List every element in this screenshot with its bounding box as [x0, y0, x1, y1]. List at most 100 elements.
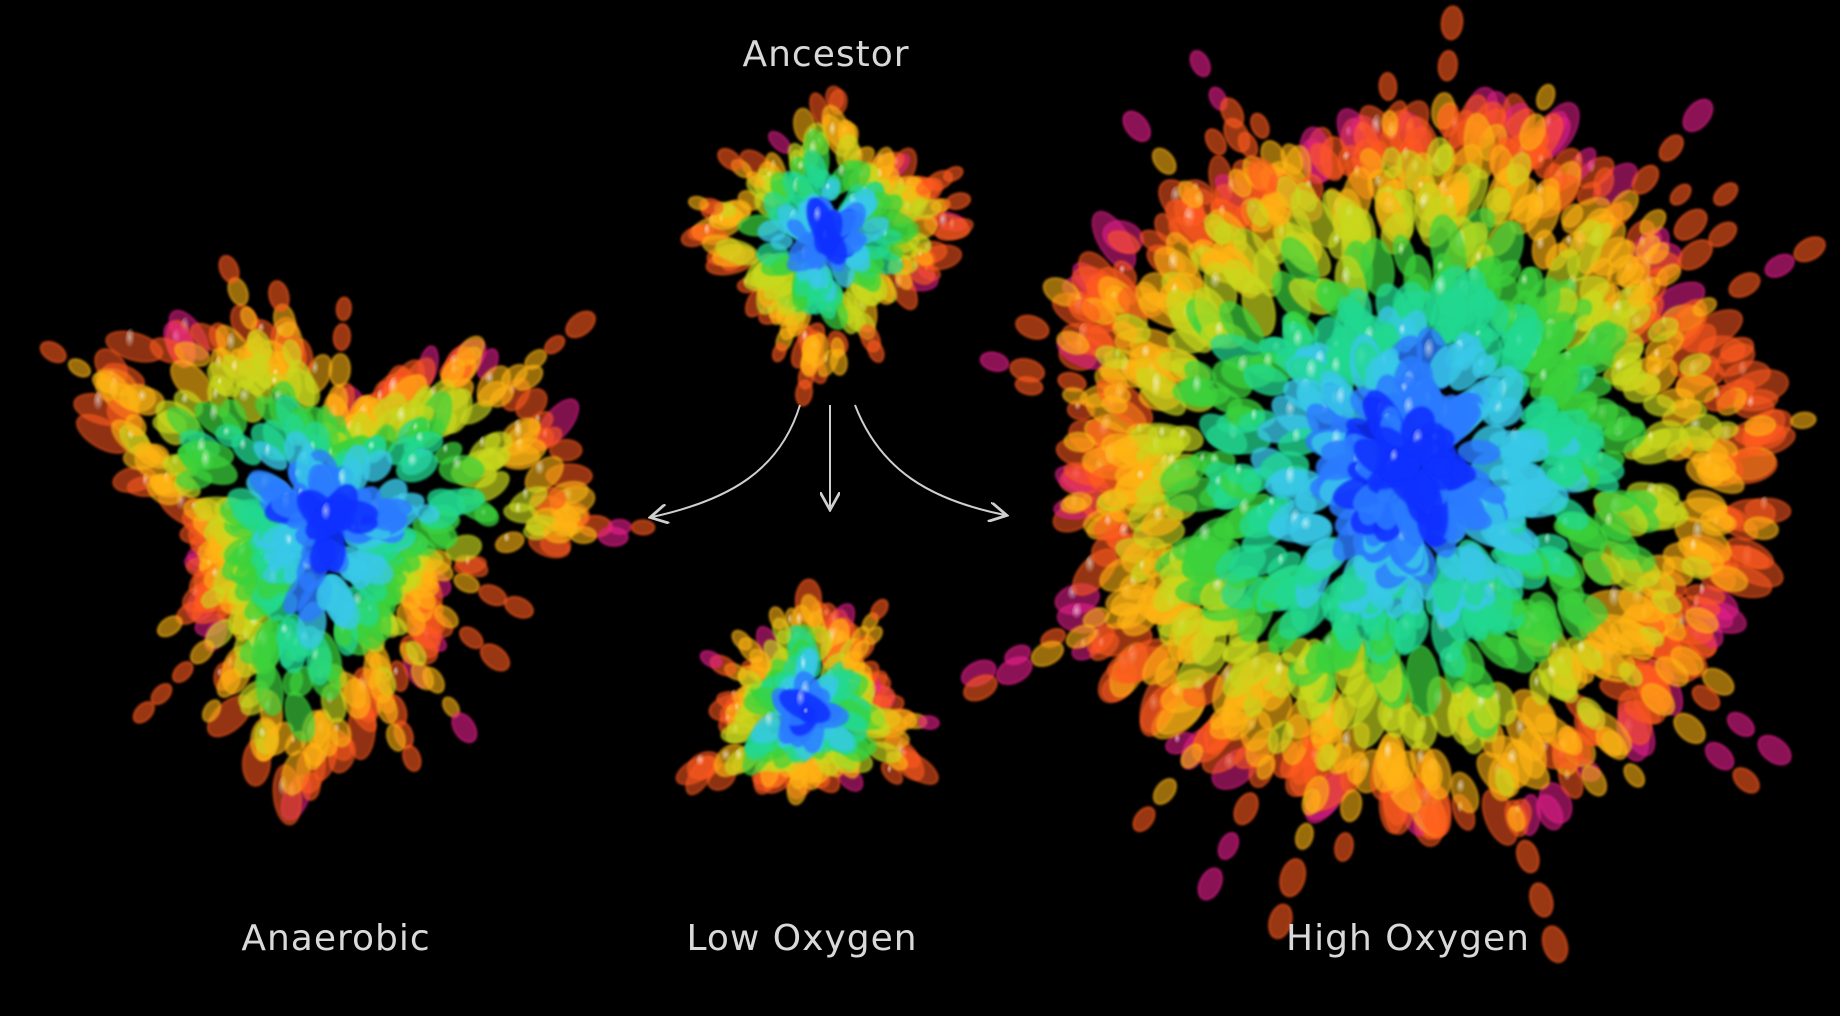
yeast-cell: [814, 210, 843, 254]
yeast-cell: [150, 683, 172, 705]
yeast-cell: [544, 335, 565, 355]
cell-highlight: [239, 438, 250, 455]
cell-highlight: [1178, 427, 1190, 443]
yeast-cell: [422, 667, 445, 694]
yeast-cell: [1669, 183, 1692, 206]
cell-highlight: [1151, 371, 1166, 400]
yeast-cell: [489, 386, 514, 408]
yeast-cell: [1658, 134, 1684, 162]
cell-highlight: [1456, 778, 1469, 798]
cell-highlight: [396, 406, 410, 429]
cell-highlight: [451, 455, 466, 476]
yeast-cell: [412, 587, 436, 610]
cell-highlight: [1533, 675, 1543, 692]
yeast-cell: [304, 743, 322, 770]
cell-highlight: [1520, 273, 1531, 290]
cell-highlight: [212, 387, 222, 404]
yeast-cell: [328, 353, 351, 387]
yeast-cell: [1623, 763, 1645, 788]
yeast-cell: [770, 233, 793, 250]
yeast-cell: [216, 668, 241, 698]
yeast-cell: [1295, 822, 1314, 850]
yeast-cell: [1279, 858, 1306, 897]
yeast-cell: [39, 341, 67, 363]
label-high-oxygen: High Oxygen: [1286, 918, 1530, 959]
yeast-cell: [1705, 742, 1735, 771]
yeast-cell: [717, 148, 742, 171]
yeast-cell: [1713, 182, 1739, 206]
anaerobic-cluster: [39, 255, 655, 826]
yeast-cell: [333, 323, 351, 351]
cell-highlight: [264, 443, 274, 461]
yeast-cell: [200, 587, 226, 609]
yeast-cell: [456, 336, 485, 366]
yeast-cell: [1732, 767, 1760, 794]
yeast-cell: [433, 605, 459, 629]
yeast-cell: [424, 559, 454, 582]
cell-highlight: [280, 623, 291, 638]
yeast-cell: [565, 310, 596, 338]
cell-highlight: [825, 182, 833, 193]
yeast-cell: [688, 196, 709, 211]
yeast-cell: [268, 280, 290, 312]
cell-highlight: [734, 747, 746, 765]
cell-highlight: [1536, 236, 1548, 255]
yeast-cell: [157, 615, 183, 637]
yeast-cell: [945, 192, 971, 210]
cell-highlight: [764, 710, 777, 733]
yeast-cell: [1378, 72, 1398, 101]
yeast-cell: [190, 640, 214, 665]
yeast-cell: [1233, 792, 1259, 826]
label-anaerobic: Anaerobic: [241, 918, 431, 959]
yeast-cell: [1437, 50, 1458, 82]
yeast-cell: [453, 573, 480, 593]
cell-highlight: [407, 452, 422, 472]
yeast-cell: [1132, 806, 1156, 832]
yeast-cell: [1757, 735, 1792, 766]
yeast-cell: [795, 379, 813, 407]
yeast-cell: [459, 626, 484, 649]
yeast-cell: [247, 328, 272, 362]
yeast-cell: [1536, 84, 1556, 111]
evolution-arrows: [652, 404, 1005, 517]
cell-highlight: [1565, 235, 1575, 249]
ancestor-cluster: [680, 85, 974, 407]
yeast-cell: [282, 339, 302, 367]
cell-highlight: [1291, 427, 1305, 448]
yeast-cell: [132, 701, 155, 724]
cell-highlight: [1689, 538, 1700, 556]
yeast-cell: [480, 643, 510, 672]
cell-highlight: [1250, 408, 1260, 426]
yeast-cell: [631, 519, 655, 536]
cell-highlight: [1235, 463, 1245, 479]
cell-highlight: [200, 448, 215, 475]
cell-highlight: [1608, 584, 1624, 615]
cell-highlight: [310, 360, 322, 379]
cell-highlight: [239, 387, 254, 407]
cell-highlight: [1539, 368, 1551, 387]
cell-highlight: [938, 211, 951, 232]
cell-highlight: [367, 440, 378, 454]
cell-highlight: [1192, 374, 1206, 400]
cell-highlight: [392, 666, 402, 680]
cell-highlight: [1153, 506, 1167, 526]
yeast-cell: [1790, 411, 1817, 429]
cell-highlight: [534, 460, 549, 480]
low-oxygen-cluster: [675, 578, 940, 806]
yeast-cell: [68, 358, 91, 378]
yeast-cell: [1516, 839, 1540, 874]
yeast-cell: [772, 342, 787, 363]
cell-highlight: [514, 502, 524, 518]
arrow-to-anaerobic: [652, 404, 801, 517]
cell-highlight: [695, 754, 708, 770]
yeast-cell: [172, 661, 194, 683]
cell-highlight: [503, 532, 513, 546]
yeast-cell: [125, 414, 147, 437]
yeast-cell: [504, 596, 534, 619]
yeast-cell: [1727, 712, 1755, 737]
cell-highlight: [180, 393, 192, 408]
cell-highlight: [125, 327, 139, 354]
yeast-cell: [451, 712, 478, 743]
yeast-cell: [1764, 253, 1795, 278]
